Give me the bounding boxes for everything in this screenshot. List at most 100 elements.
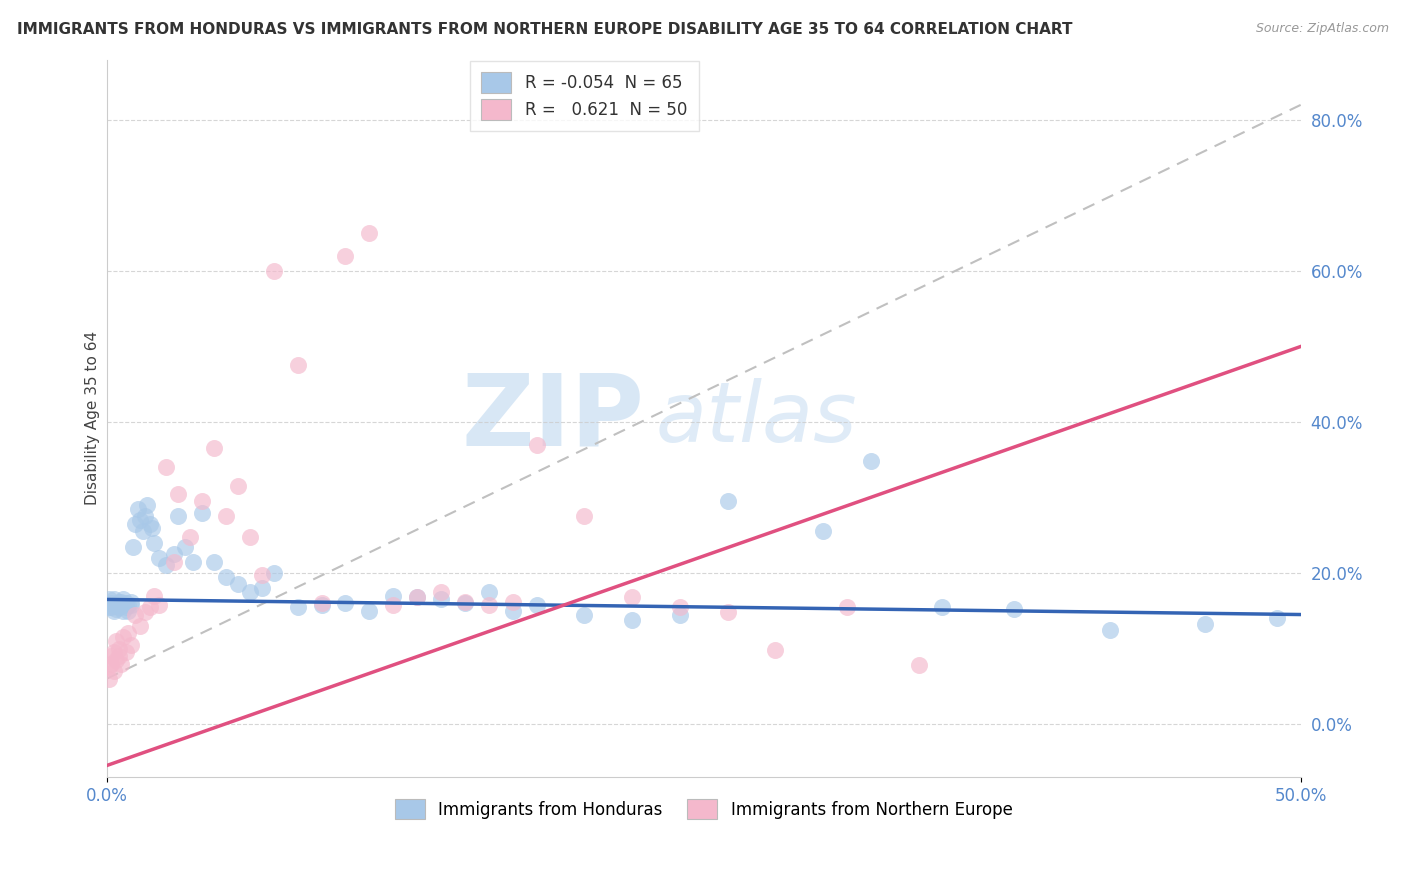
Point xyxy=(526,598,548,612)
Point xyxy=(835,599,858,614)
Point xyxy=(174,540,197,554)
Point xyxy=(136,498,159,512)
Point xyxy=(191,494,214,508)
Point xyxy=(134,605,156,619)
Text: IMMIGRANTS FROM HONDURAS VS IMMIGRANTS FROM NORTHERN EUROPE DISABILITY AGE 35 TO: IMMIGRANTS FROM HONDURAS VS IMMIGRANTS F… xyxy=(17,22,1073,37)
Point xyxy=(202,555,225,569)
Point xyxy=(215,570,238,584)
Point xyxy=(215,509,238,524)
Y-axis label: Disability Age 35 to 64: Disability Age 35 to 64 xyxy=(86,331,100,505)
Point xyxy=(502,604,524,618)
Point xyxy=(382,589,405,603)
Point xyxy=(120,598,142,612)
Point xyxy=(124,516,146,531)
Point xyxy=(98,672,121,686)
Point xyxy=(112,630,135,644)
Point xyxy=(120,595,142,609)
Point xyxy=(143,589,166,603)
Point xyxy=(716,494,738,508)
Point xyxy=(382,598,405,612)
Point xyxy=(100,596,122,610)
Point xyxy=(335,249,357,263)
Point xyxy=(931,599,953,614)
Point xyxy=(668,607,690,622)
Point xyxy=(574,509,596,524)
Text: atlas: atlas xyxy=(657,377,858,458)
Point xyxy=(478,585,501,599)
Point xyxy=(105,634,128,648)
Text: Source: ZipAtlas.com: Source: ZipAtlas.com xyxy=(1256,22,1389,36)
Point xyxy=(112,604,135,618)
Point xyxy=(112,592,135,607)
Point xyxy=(335,596,357,610)
Point xyxy=(239,530,262,544)
Point xyxy=(117,598,139,612)
Point xyxy=(107,599,129,614)
Point xyxy=(134,509,156,524)
Point xyxy=(162,547,184,561)
Legend: Immigrants from Honduras, Immigrants from Northern Europe: Immigrants from Honduras, Immigrants fro… xyxy=(388,792,1019,826)
Point xyxy=(117,604,139,618)
Text: ZIP: ZIP xyxy=(461,369,644,467)
Point xyxy=(574,607,596,622)
Point xyxy=(179,530,201,544)
Point xyxy=(406,590,429,604)
Point xyxy=(191,506,214,520)
Point xyxy=(250,567,273,582)
Point xyxy=(100,657,122,671)
Point xyxy=(1265,611,1288,625)
Point xyxy=(98,599,121,614)
Point xyxy=(110,595,132,609)
Point xyxy=(103,664,125,678)
Point xyxy=(859,454,882,468)
Point xyxy=(105,653,128,667)
Point xyxy=(100,648,122,663)
Point xyxy=(148,550,170,565)
Point xyxy=(105,602,128,616)
Point xyxy=(131,524,153,539)
Point xyxy=(621,590,644,604)
Point xyxy=(502,595,524,609)
Point xyxy=(763,643,786,657)
Point xyxy=(167,509,190,524)
Point xyxy=(148,598,170,612)
Point xyxy=(430,585,453,599)
Point xyxy=(226,577,249,591)
Point xyxy=(110,598,132,612)
Point xyxy=(430,592,453,607)
Point xyxy=(263,566,285,580)
Point xyxy=(311,598,333,612)
Point xyxy=(526,437,548,451)
Point xyxy=(141,521,163,535)
Point xyxy=(406,590,429,604)
Point xyxy=(359,604,381,618)
Point xyxy=(359,226,381,240)
Point xyxy=(287,599,309,614)
Point xyxy=(124,607,146,622)
Point xyxy=(129,619,152,633)
Point xyxy=(1002,602,1025,616)
Point xyxy=(103,592,125,607)
Point xyxy=(263,264,285,278)
Point xyxy=(107,641,129,656)
Point xyxy=(143,536,166,550)
Point xyxy=(478,598,501,612)
Point xyxy=(110,657,132,671)
Point xyxy=(155,460,177,475)
Point xyxy=(1194,617,1216,632)
Point xyxy=(181,555,204,569)
Point xyxy=(98,660,121,674)
Point xyxy=(668,599,690,614)
Point xyxy=(1098,623,1121,637)
Point xyxy=(621,613,644,627)
Point xyxy=(105,598,128,612)
Point xyxy=(107,648,129,663)
Point xyxy=(202,442,225,456)
Point xyxy=(127,501,149,516)
Point xyxy=(162,555,184,569)
Point xyxy=(287,359,309,373)
Point xyxy=(454,596,477,610)
Point xyxy=(107,595,129,609)
Point xyxy=(114,599,136,614)
Point xyxy=(122,540,145,554)
